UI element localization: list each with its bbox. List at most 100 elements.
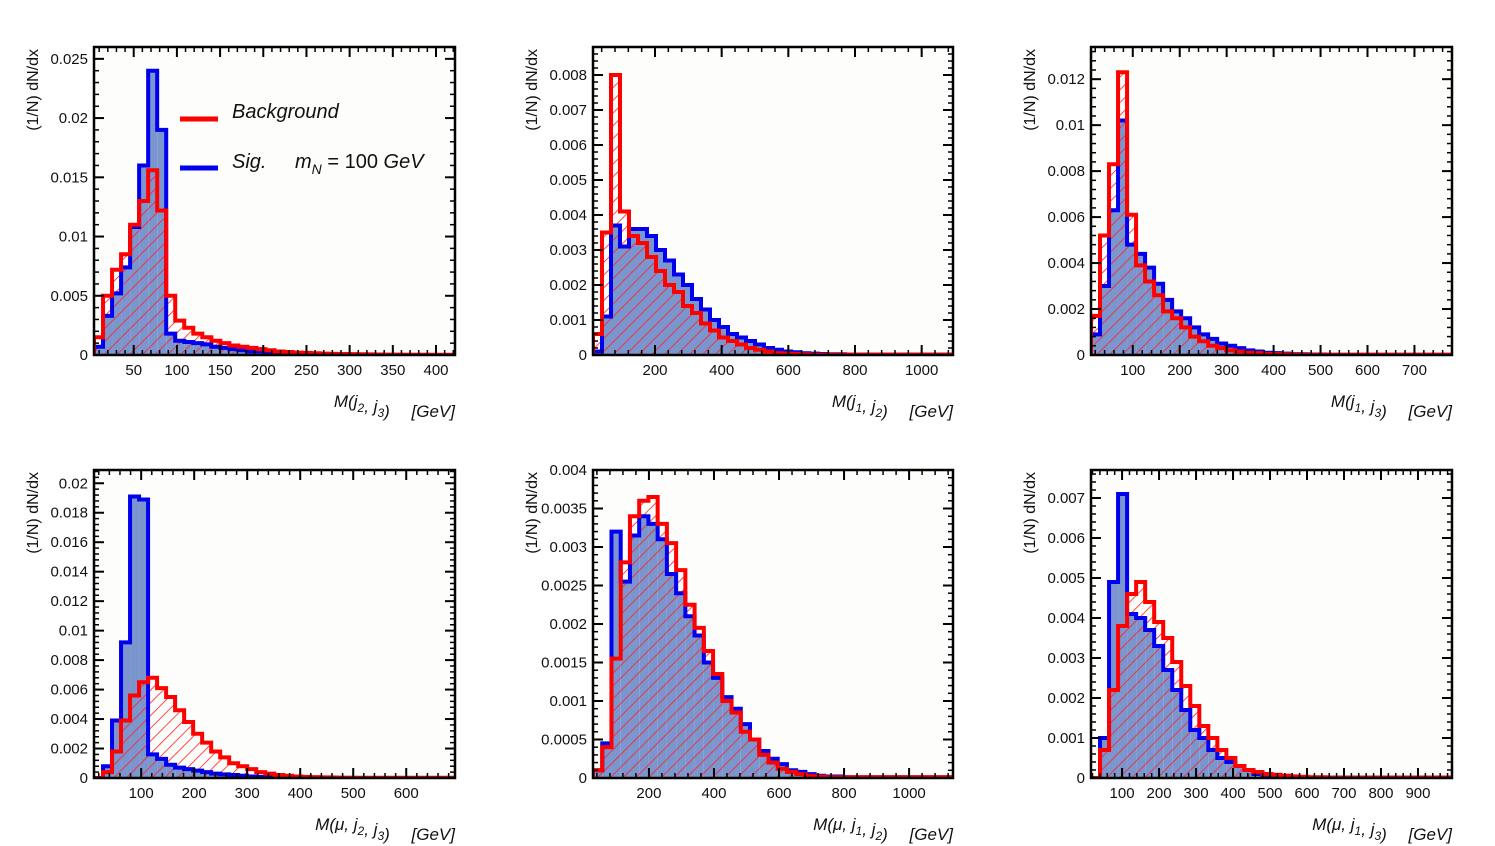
background-bin	[1100, 750, 1110, 778]
background-bin	[247, 769, 257, 778]
x-tick-label: 900	[1405, 785, 1430, 802]
background-bin	[103, 772, 113, 778]
y-tick-label: 0.004	[549, 462, 587, 479]
background-bin	[701, 323, 710, 355]
x-label-part: j	[870, 820, 877, 839]
background-bin	[692, 313, 701, 355]
x-label-part: [GeV]	[888, 825, 954, 844]
background-bin	[1226, 350, 1236, 355]
x-label-part: [GeV]	[390, 825, 456, 844]
x-axis-label: M(j1, j3) [GeV]	[1331, 392, 1453, 421]
mass-symbol: m	[295, 151, 312, 173]
x-label-part: j	[352, 815, 359, 834]
x-tick-label: 200	[1147, 785, 1172, 802]
x-label-part: j	[372, 820, 379, 839]
x-tick-label: 700	[1331, 785, 1356, 802]
x-tick-label: 800	[842, 362, 867, 379]
y-tick-label: 0.002	[50, 741, 88, 758]
y-tick-label: 0.001	[549, 693, 587, 710]
background-bin	[656, 271, 665, 355]
background-bin	[1100, 235, 1110, 355]
background-bin	[157, 210, 167, 355]
background-bin	[175, 710, 185, 778]
x-tick-label: 600	[394, 785, 419, 802]
y-tick-label: 0.005	[1047, 570, 1085, 587]
x-tick-label: 600	[1355, 362, 1380, 379]
background-bin	[1163, 311, 1173, 355]
y-tick-label: 0.004	[549, 207, 587, 224]
x-label-part: ,	[364, 397, 373, 416]
background-bin	[1127, 594, 1137, 778]
background-bin	[593, 334, 602, 355]
x-label-part: M(	[832, 392, 854, 411]
y-tick-label: 0.008	[549, 67, 587, 84]
background-bin	[1127, 214, 1137, 355]
x-tick-label: 200	[636, 785, 661, 802]
x-label-part: j	[1349, 392, 1356, 411]
y-tick-label: 0.02	[59, 475, 88, 492]
y-tick-label: 0.004	[1047, 255, 1085, 272]
y-tick-label: 0.005	[50, 288, 88, 305]
x-label-part: )	[382, 825, 390, 844]
y-tick-label: 0.008	[50, 652, 88, 669]
background-bin	[229, 763, 239, 778]
x-label-subscript: 1	[1355, 401, 1362, 415]
y-tick-label: 0	[579, 770, 587, 787]
x-label-part: j	[372, 397, 379, 416]
y-tick-label: 0.002	[1047, 690, 1085, 707]
x-tick-label: 100	[129, 785, 154, 802]
x-label-part: )	[382, 402, 390, 421]
x-label-subscript: 1	[856, 401, 863, 415]
x-tick-label: 50	[125, 362, 142, 379]
y-tick-label: 0.003	[1047, 650, 1085, 667]
y-tick-label: 0.004	[1047, 610, 1085, 627]
background-bin	[175, 320, 185, 355]
mass-unit: GeV	[384, 151, 426, 173]
signal-bin	[1109, 582, 1119, 778]
x-tick-label: 400	[701, 785, 726, 802]
x-axis-label: M(μ, j1, j2) [GeV]	[813, 815, 954, 844]
x-axis-label: M(j2, j3) [GeV]	[334, 392, 456, 421]
x-tick-label: 200	[251, 362, 276, 379]
x-label-subscript: 2	[874, 406, 882, 420]
x-tick-label: 800	[832, 785, 857, 802]
y-tick-label: 0.006	[549, 137, 587, 154]
y-tick-label: 0.01	[59, 229, 88, 246]
x-label-part: ,	[364, 820, 373, 839]
x-tick-label: 400	[1261, 362, 1286, 379]
y-tick-label: 0.002	[1047, 301, 1085, 318]
y-tick-label: 0.002	[549, 277, 587, 294]
x-tick-label: 700	[1402, 362, 1427, 379]
background-bin	[620, 211, 629, 355]
y-tick-label: 0	[80, 347, 88, 364]
x-label-part: j	[1369, 820, 1376, 839]
background-bin	[657, 523, 667, 778]
background-bin	[148, 677, 158, 778]
x-label-subscript: 1	[1355, 824, 1362, 838]
x-tick-label: 400	[1221, 785, 1246, 802]
y-tick-label: 0.006	[50, 682, 88, 699]
x-label-subscript: 3	[377, 829, 384, 843]
x-tick-label: 400	[288, 785, 313, 802]
background-bin	[602, 747, 612, 778]
background-bin	[665, 285, 674, 355]
y-tick-label: 0.0035	[541, 501, 587, 518]
background-bin	[620, 562, 630, 778]
y-axis-label: (1/N) dN/dx	[1022, 472, 1039, 554]
background-bin	[1208, 738, 1218, 778]
background-bin	[121, 720, 131, 778]
x-label-part: [GeV]	[390, 402, 456, 421]
y-tick-label: 0.016	[50, 534, 88, 551]
x-label-part: ,	[862, 820, 871, 839]
background-bin	[666, 543, 677, 778]
x-tick-label: 500	[1258, 785, 1283, 802]
x-label-part: ,	[862, 397, 871, 416]
x-tick-label: 200	[182, 785, 207, 802]
x-tick-label: 250	[294, 362, 319, 379]
x-label-subscript: 3	[1374, 829, 1381, 843]
background-bin	[1181, 686, 1191, 778]
background-bin	[1136, 265, 1146, 355]
background-bin	[139, 201, 149, 355]
background-bin	[728, 341, 737, 355]
background-bin	[750, 739, 760, 778]
